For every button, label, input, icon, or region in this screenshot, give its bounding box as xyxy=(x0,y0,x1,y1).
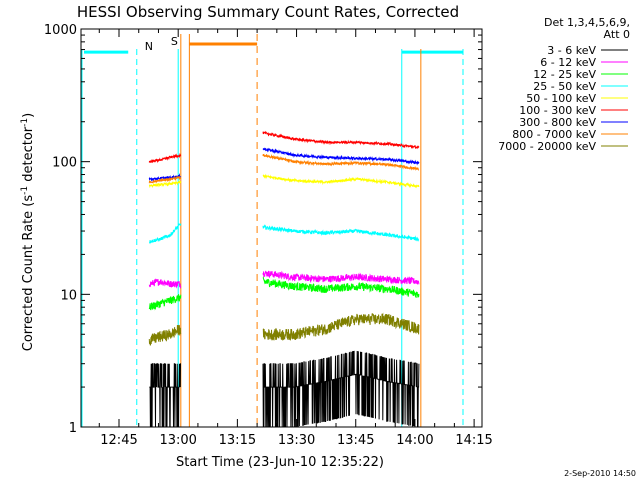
series-3-6-kev-seg2 xyxy=(262,350,420,428)
plot-frame xyxy=(80,28,483,428)
series-50-100-kev-seg1 xyxy=(148,179,182,189)
legend-label-12-25-kev: 12 - 25 keV xyxy=(533,68,596,81)
y-tick-label-100: 100 xyxy=(52,156,77,171)
x-tick-label-1345: 13:45 xyxy=(337,433,374,448)
x-tick-label-1245: 12:45 xyxy=(100,433,137,448)
series-25-50-kev-seg2 xyxy=(262,224,420,242)
y-tick-label-1: 1 xyxy=(69,421,77,436)
legend-label-7000-20000-kev: 7000 - 20000 keV xyxy=(498,140,596,153)
series-7000-20000-kev-seg2 xyxy=(262,312,420,341)
series-100-300-kev-seg1 xyxy=(148,152,182,164)
chart-title: HESSI Observing Summary Count Rates, Cor… xyxy=(77,3,459,21)
chart-ylabel: Corrected Count Rate (s-1 detector-1) xyxy=(20,113,36,351)
legend-label-100-300-kev: 100 - 300 keV xyxy=(519,104,596,117)
legend-header-line-2: Att 0 xyxy=(604,28,630,41)
x-tick-label-1330: 13:30 xyxy=(278,433,315,448)
x-tick-label-1315: 13:15 xyxy=(219,433,256,448)
series-300-800-kev-seg2 xyxy=(262,147,420,166)
series-7000-20000-kev-seg1 xyxy=(148,324,182,346)
annotation-saa: S xyxy=(171,35,178,48)
series-12-25-kev-seg1 xyxy=(148,294,182,311)
legend-header-line-1: Det 1,3,4,5,6,9, xyxy=(544,16,630,29)
series-50-100-kev-seg2 xyxy=(262,173,420,189)
legend-label-50-100-kev: 50 - 100 keV xyxy=(526,92,596,105)
x-tick-label-1415: 14:15 xyxy=(455,433,492,448)
legend-label-300-800-kev: 300 - 800 keV xyxy=(519,116,596,129)
series-3-6-kev-seg1 xyxy=(149,363,181,428)
footer-date: 2-Sep-2010 14:50 xyxy=(564,469,636,478)
series-6-12-kev-seg1 xyxy=(148,278,182,289)
axis-ticks: 12:45 13:00 13:15 13:30 13:45 14:00 14:15 1 10 10… xyxy=(44,23,493,448)
annotation-night: N xyxy=(145,40,153,53)
y-tick-label-1000: 1000 xyxy=(44,23,77,38)
y-tick-label-10: 10 xyxy=(60,288,77,303)
series-6-12-kev-seg2 xyxy=(262,270,420,285)
legend-label-6-12-kev: 6 - 12 keV xyxy=(540,56,596,69)
x-tick-label-1300: 13:00 xyxy=(159,433,196,448)
series-800-7000-kev-seg1 xyxy=(148,175,182,184)
legend-label-25-50-kev: 25 - 50 keV xyxy=(533,80,596,93)
series-100-300-kev-seg2 xyxy=(262,130,420,150)
legend-label-3-6-kev: 3 - 6 keV xyxy=(547,44,596,57)
series-800-7000-kev-seg2 xyxy=(262,153,420,172)
series-12-25-kev-seg2 xyxy=(262,276,420,298)
x-tick-label-1400: 14:00 xyxy=(396,433,433,448)
series-25-50-kev-seg1 xyxy=(148,222,182,245)
chart-xlabel: Start Time (23-Jun-10 12:35:22) xyxy=(176,455,384,470)
legend-label-800-7000-kev: 800 - 7000 keV xyxy=(512,128,596,141)
